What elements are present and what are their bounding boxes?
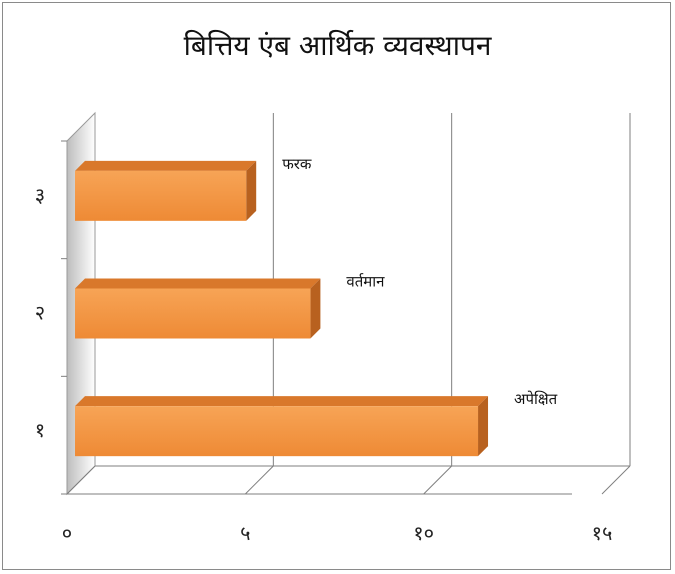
x-tick-label: ५ xyxy=(240,521,250,545)
y-tick-label: १ xyxy=(35,418,45,442)
bar-top xyxy=(75,396,489,407)
bar xyxy=(75,406,479,457)
chart-title: बित्तिय एंब आर्थिक व्यवस्थापन xyxy=(183,29,492,62)
floor-gridline xyxy=(244,465,274,495)
data-label: अपेक्षित xyxy=(514,390,558,408)
bar xyxy=(75,170,247,221)
bar-end xyxy=(310,278,321,339)
floor-gridline xyxy=(601,465,631,495)
floor-gridline xyxy=(66,465,96,495)
x-tick-label: १० xyxy=(413,521,434,545)
floor-gridline xyxy=(423,465,453,495)
bar-top xyxy=(75,278,321,289)
bar-top xyxy=(75,160,257,171)
data-label: वर्तमान xyxy=(346,273,385,291)
bar-end xyxy=(478,396,489,457)
x-tick-label: ० xyxy=(62,521,72,545)
y-tick-label: ३ xyxy=(35,183,45,207)
x-tick-label: १५ xyxy=(592,521,613,545)
data-label: फरक xyxy=(282,155,312,173)
bar-end xyxy=(246,160,257,221)
bar xyxy=(75,288,311,339)
y-tick-label: २ xyxy=(35,301,45,325)
